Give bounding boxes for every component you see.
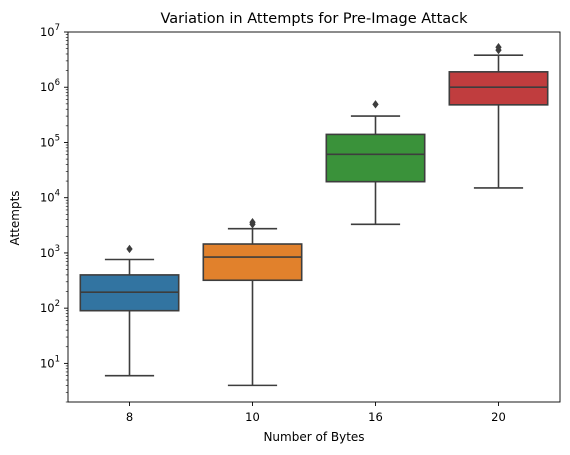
plot-frame: [67, 31, 561, 403]
x-tick-label-8: 8: [126, 410, 133, 424]
chart-title: Variation in Attempts for Pre-Image Atta…: [160, 11, 468, 27]
box-20: [448, 71, 549, 106]
x-tick-label-10: 10: [245, 410, 260, 424]
y-axis-label: Attempts: [8, 190, 22, 245]
outlier-16-0: [372, 100, 379, 109]
x-tick-label-16: 16: [368, 410, 383, 424]
box-10: [202, 243, 303, 282]
box-16: [325, 133, 426, 183]
outlier-20-1: [495, 43, 502, 52]
y-tick-label-2: 103: [40, 244, 60, 260]
x-axis-label: Number of Bytes: [263, 430, 364, 444]
y-tick-label-5: 106: [40, 78, 60, 94]
y-tick-label-0: 101: [40, 354, 60, 370]
y-tick-label-3: 104: [40, 189, 60, 205]
y-tick-label-4: 105: [40, 133, 60, 149]
plot-area: 101 102 103 104 105 106 107 8 10 16 20: [40, 23, 561, 424]
x-tick-label-20: 20: [491, 410, 506, 424]
y-tick-label-1: 102: [40, 299, 60, 315]
outlier-10-1: [249, 218, 256, 227]
outlier-8-0: [126, 244, 133, 254]
y-tick-label-6: 107: [40, 23, 60, 39]
